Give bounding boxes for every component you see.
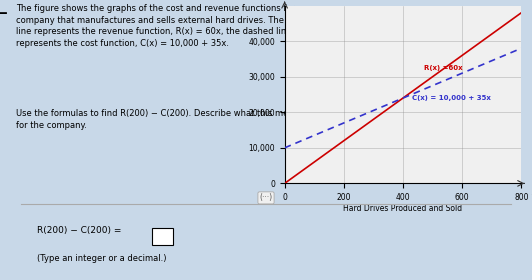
Text: Use the formulas to find R(200) − C(200). Describe what this means
for the compa: Use the formulas to find R(200) − C(200)…: [16, 109, 303, 130]
FancyBboxPatch shape: [152, 228, 173, 245]
Text: R(x) =60x: R(x) =60x: [423, 66, 462, 71]
Text: (Type an integer or a decimal.): (Type an integer or a decimal.): [37, 254, 167, 263]
Text: R(200) − C(200) =: R(200) − C(200) =: [37, 227, 122, 235]
Text: ←: ←: [0, 6, 7, 21]
Text: The figure shows the graphs of the cost and revenue functions for a
company that: The figure shows the graphs of the cost …: [16, 4, 306, 48]
Text: C(x) = 10,000 + 35x: C(x) = 10,000 + 35x: [412, 95, 491, 101]
Text: (···): (···): [260, 193, 272, 202]
X-axis label: Hard Drives Produced and Sold: Hard Drives Produced and Sold: [344, 204, 462, 213]
Text: x: x: [531, 188, 532, 197]
